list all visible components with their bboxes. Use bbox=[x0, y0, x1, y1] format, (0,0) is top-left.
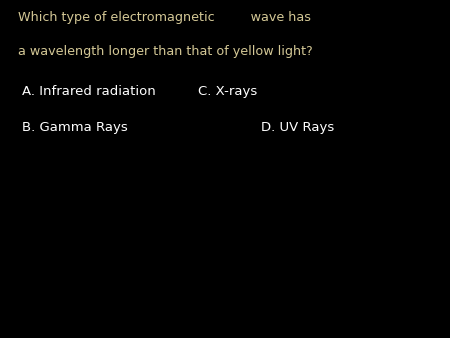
Text: 1 mm: 1 mm bbox=[159, 247, 183, 256]
Text: 100 m: 100 m bbox=[50, 247, 76, 256]
Text: A. Infrared radiation: A. Infrared radiation bbox=[22, 85, 156, 98]
Text: 10³ nm: 10³ nm bbox=[212, 247, 242, 256]
Text: Electromagnetic Spectrum: Electromagnetic Spectrum bbox=[141, 148, 309, 161]
Text: Which type of electromagnetic         wave has: Which type of electromagnetic wave has bbox=[18, 11, 311, 24]
Text: UV
Rays: UV Rays bbox=[271, 295, 293, 314]
Text: Gamma Rays: Gamma Rays bbox=[375, 295, 435, 304]
Text: 100 km: 100 km bbox=[2, 247, 34, 256]
Text: 10 cm: 10 cm bbox=[104, 247, 130, 256]
Text: a wavelength longer than that of yellow light?: a wavelength longer than that of yellow … bbox=[18, 45, 313, 58]
Text: Increasing Frequency: Increasing Frequency bbox=[173, 161, 277, 171]
Text: X-rays: X-rays bbox=[325, 295, 353, 304]
Text: 10⁻⁶ nm: 10⁻⁶ nm bbox=[415, 247, 449, 256]
Text: C. X-rays: C. X-rays bbox=[198, 85, 257, 98]
Text: Radio Waves: Radio Waves bbox=[23, 295, 81, 304]
Text: Visible
Light: Visible Light bbox=[225, 320, 255, 338]
Text: 10 nm: 10 nm bbox=[268, 247, 295, 256]
Text: D. UV Rays: D. UV Rays bbox=[261, 121, 334, 134]
Text: B. Gamma Rays: B. Gamma Rays bbox=[22, 121, 128, 134]
Text: Infrared
Radiation: Infrared Radiation bbox=[161, 295, 204, 314]
Text: 100 nm: 100 nm bbox=[234, 247, 266, 256]
Text: 10⁻² nm: 10⁻² nm bbox=[325, 247, 359, 256]
Text: Microwaves: Microwaves bbox=[97, 311, 150, 319]
